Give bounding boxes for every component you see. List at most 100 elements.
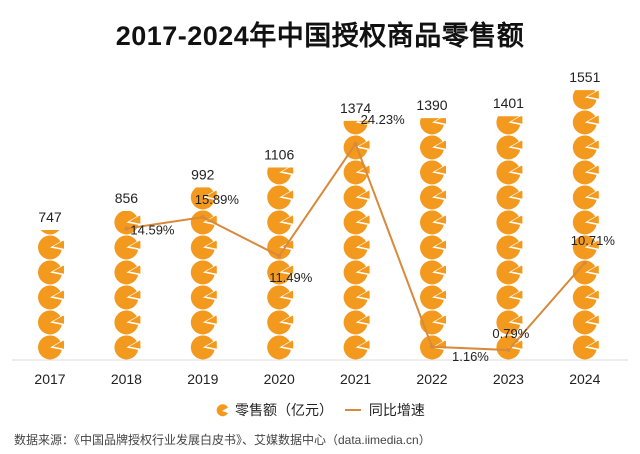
pie-slice-icon <box>511 315 523 324</box>
pie-icon <box>572 310 597 335</box>
legend-line-label: 同比增速 <box>368 402 425 418</box>
pie-slice-icon <box>205 265 217 274</box>
growth-point <box>277 253 282 258</box>
bar-value-label: 1551 <box>569 69 600 85</box>
pie-icon <box>420 185 444 210</box>
pie-icon <box>496 210 521 235</box>
pie-icon <box>572 285 597 310</box>
bar-value-label: 1401 <box>493 95 524 111</box>
growth-point <box>353 141 358 146</box>
x-tick-label: 2020 <box>264 371 295 387</box>
pie-icon <box>190 187 215 210</box>
pie-icon <box>572 235 597 260</box>
pie-slice-icon <box>587 215 599 224</box>
pie-slice-icon <box>435 290 446 299</box>
pie-icon <box>343 335 368 360</box>
pie-icon <box>267 310 291 335</box>
pie-slice-icon <box>358 190 370 199</box>
growth-label: 11.49% <box>269 270 313 285</box>
bar-value-label: 1390 <box>416 97 447 113</box>
pie-icon <box>190 285 215 310</box>
pie-slice-icon <box>53 290 64 299</box>
pie-icon <box>215 402 231 418</box>
pie-slice-icon <box>282 215 294 224</box>
pie-slice-icon <box>435 118 446 124</box>
growth-point <box>506 348 511 353</box>
pie-icon <box>572 260 597 285</box>
pie-slice-icon <box>435 240 446 249</box>
pie-icon <box>572 335 597 360</box>
pie-slice-icon <box>587 90 599 99</box>
pie-slice-icon <box>358 140 370 149</box>
pie-slice-icon <box>511 340 523 349</box>
growth-point <box>430 344 434 349</box>
pie-slice-icon <box>587 240 599 249</box>
pie-slice-icon <box>205 240 217 249</box>
pie-icon <box>267 260 291 285</box>
pie-icon <box>190 335 215 360</box>
pie-slice-icon <box>205 190 217 199</box>
bar-value-label: 1374 <box>340 100 371 116</box>
x-tick-label: 2019 <box>187 371 218 387</box>
pie-slice-icon <box>282 167 294 174</box>
pie-icon <box>420 210 444 235</box>
pie-icon <box>190 210 215 235</box>
x-tick-label: 2018 <box>111 371 142 387</box>
x-tick-label: 2024 <box>569 371 600 387</box>
pie-icon <box>496 285 521 310</box>
pie-icon <box>38 335 62 360</box>
growth-point <box>582 260 587 265</box>
pie-icon <box>114 260 139 285</box>
pie-icon <box>496 260 521 285</box>
pie-slice-icon <box>205 290 217 299</box>
legend: 零售额（亿元） 同比增速 <box>0 400 640 420</box>
pie-icon <box>343 185 368 210</box>
pie-slice-icon <box>129 340 141 349</box>
pie-slice-icon <box>358 340 370 349</box>
legend-line-swatch <box>344 409 361 411</box>
x-tick-label: 2017 <box>34 371 65 387</box>
pie-slice-icon <box>587 190 599 199</box>
pie-slice-icon <box>511 190 523 199</box>
legend-bar-label: 零售额（亿元） <box>235 402 334 418</box>
pie-icon <box>420 135 444 160</box>
bar-2021 <box>343 120 370 360</box>
pie-icon <box>420 118 444 135</box>
pie-icon <box>496 310 521 335</box>
pie-slice-icon <box>205 340 217 349</box>
bar-value-label: 992 <box>191 166 215 182</box>
pie-slice-icon <box>587 140 599 149</box>
growth-label: 14.59% <box>130 223 175 238</box>
pie-icon <box>496 335 521 360</box>
pie-icon <box>343 210 368 235</box>
pie-slice-icon <box>358 240 370 249</box>
pie-slice-icon <box>358 215 370 224</box>
pie-icon <box>572 110 597 135</box>
pie-slice-icon <box>129 215 141 224</box>
growth-label: 0.79% <box>492 326 529 341</box>
pie-slice-icon <box>129 240 141 249</box>
pie-slice-icon <box>435 140 446 149</box>
pie-icon <box>190 310 215 335</box>
pie-icon <box>38 235 62 260</box>
bar-2022 <box>420 118 446 360</box>
growth-label: 10.71% <box>571 233 616 248</box>
chart-title: 2017-2024年中国授权商品零售额 <box>115 21 525 51</box>
pie-slice-icon <box>358 120 370 124</box>
pie-icon <box>496 160 521 185</box>
pie-icon <box>343 285 368 310</box>
growth-label: 15.89% <box>195 192 240 207</box>
bar-value-label: 747 <box>38 209 62 225</box>
pie-icon <box>572 210 597 235</box>
pie-slice-icon <box>282 340 294 349</box>
pie-icon <box>572 185 597 210</box>
x-tick-label: 2023 <box>493 371 524 387</box>
pie-slice-icon <box>205 215 217 224</box>
pie-icon <box>420 285 444 310</box>
pie-icon <box>496 116 521 135</box>
pie-slice-icon <box>511 140 523 149</box>
pie-slice-icon <box>511 165 523 174</box>
growth-label: 24.23% <box>361 112 406 127</box>
pie-icon <box>114 335 139 360</box>
